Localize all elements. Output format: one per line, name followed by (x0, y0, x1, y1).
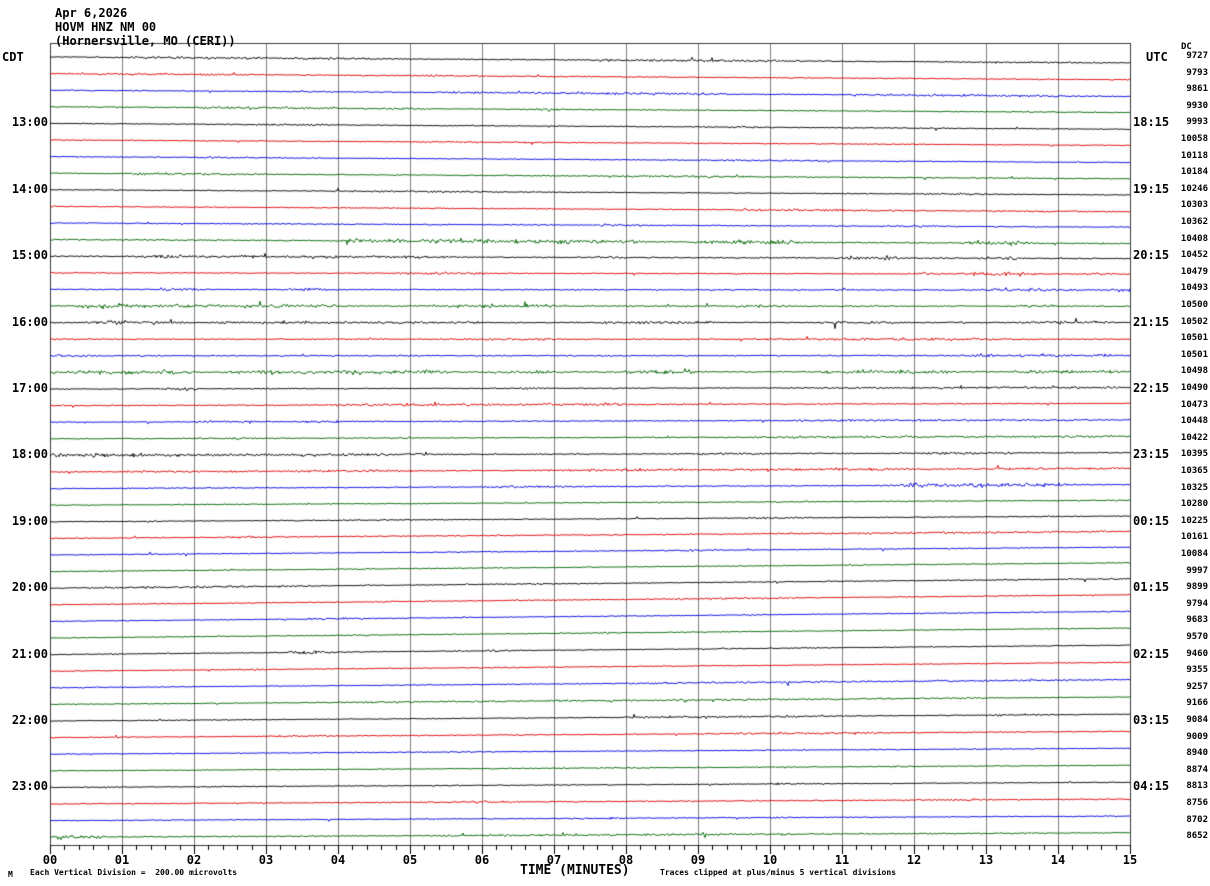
x-axis-tick-label: 08 (618, 853, 634, 867)
dc-column-label: DC (1181, 42, 1192, 52)
utc-time-label: 01:15 (1133, 580, 1170, 594)
x-axis-tick-label: 01 (114, 853, 130, 867)
x-axis-tick-label: 07 (546, 853, 562, 867)
dc-value: 9930 (1186, 101, 1208, 111)
utc-time-label: 03:15 (1133, 713, 1170, 727)
scale-note: Each Vertical Division = 200.00 microvol… (30, 868, 238, 877)
dc-value: 10500 (1180, 300, 1208, 310)
cdt-time-label: 19:00 (11, 514, 48, 528)
right-timezone-label: UTC (1146, 50, 1168, 64)
clip-note: Traces clipped at plus/minus 5 vertical … (660, 868, 897, 877)
x-axis-tick-label: 04 (330, 853, 346, 867)
utc-time-label: 20:15 (1133, 248, 1170, 262)
dc-value: 8652 (1186, 831, 1208, 841)
header-location: (Hornersville, MO (CERI)) (55, 34, 236, 48)
dc-value: 10184 (1180, 167, 1208, 177)
dc-value: 9009 (1186, 732, 1208, 742)
dc-value: 9570 (1186, 632, 1208, 642)
dc-value: 10280 (1180, 499, 1208, 509)
utc-time-label: 21:15 (1133, 315, 1170, 329)
dc-value: 9993 (1186, 117, 1208, 127)
dc-value: 10408 (1180, 234, 1208, 244)
dc-value: 10161 (1180, 532, 1208, 542)
dc-value: 9899 (1186, 582, 1208, 592)
dc-value: 10395 (1180, 449, 1208, 459)
x-axis-tick-label: 10 (762, 853, 778, 867)
dc-value: 10473 (1180, 400, 1208, 410)
dc-value: 10246 (1180, 184, 1208, 194)
dc-value: 10058 (1180, 134, 1208, 144)
cdt-time-label: 14:00 (11, 182, 48, 196)
cdt-time-label: 13:00 (11, 115, 48, 129)
dc-value: 10452 (1180, 250, 1208, 260)
dc-value: 10225 (1180, 516, 1208, 526)
dc-value: 8813 (1186, 781, 1208, 791)
cdt-time-label: 23:00 (11, 779, 48, 793)
left-timezone-label: CDT (2, 50, 24, 64)
utc-time-label: 04:15 (1133, 779, 1170, 793)
watermark-glyph: M (8, 870, 13, 879)
dc-value: 10303 (1180, 200, 1208, 210)
cdt-time-label: 22:00 (11, 713, 48, 727)
dc-value: 10501 (1180, 350, 1208, 360)
dc-value: 10365 (1180, 466, 1208, 476)
dc-value: 10479 (1180, 267, 1208, 277)
x-axis-tick-label: 06 (474, 853, 490, 867)
dc-value: 10118 (1180, 151, 1208, 161)
cdt-time-label: 18:00 (11, 447, 48, 461)
dc-value: 10325 (1180, 483, 1208, 493)
x-axis-tick-label: 00 (42, 853, 58, 867)
dc-value: 8940 (1186, 748, 1208, 758)
cdt-time-label: 21:00 (11, 647, 48, 661)
dc-value: 9793 (1186, 68, 1208, 78)
header-station: HOVM HNZ NM 00 (55, 20, 157, 34)
dc-value: 9727 (1186, 51, 1208, 61)
x-axis-tick-label: 02 (186, 853, 202, 867)
cdt-time-label: 15:00 (11, 248, 48, 262)
dc-value: 9166 (1186, 698, 1208, 708)
dc-value: 8874 (1186, 765, 1208, 775)
cdt-time-label: 20:00 (11, 580, 48, 594)
dc-value: 9794 (1186, 599, 1208, 609)
dc-value: 8756 (1186, 798, 1208, 808)
dc-value: 10490 (1180, 383, 1208, 393)
dc-value: 10362 (1180, 217, 1208, 227)
dc-value: 9460 (1186, 649, 1208, 659)
x-axis-tick-label: 03 (258, 853, 274, 867)
x-axis-tick-label: 14 (1050, 853, 1066, 867)
dc-value: 9355 (1186, 665, 1208, 675)
dc-value: 9997 (1186, 566, 1208, 576)
utc-time-label: 23:15 (1133, 447, 1170, 461)
x-axis-tick-label: 11 (834, 853, 850, 867)
utc-time-label: 00:15 (1133, 514, 1170, 528)
utc-time-label: 18:15 (1133, 115, 1170, 129)
dc-value: 10084 (1180, 549, 1208, 559)
dc-value: 10448 (1180, 416, 1208, 426)
dc-value: 10501 (1180, 333, 1208, 343)
x-axis-tick-label: 15 (1122, 853, 1138, 867)
cdt-time-label: 17:00 (11, 381, 48, 395)
dc-value: 9084 (1186, 715, 1208, 725)
dc-value: 10498 (1180, 366, 1208, 376)
cdt-time-label: 16:00 (11, 315, 48, 329)
dc-value: 10502 (1180, 317, 1208, 327)
dc-value: 9861 (1186, 84, 1208, 94)
dc-value: 10422 (1180, 433, 1208, 443)
x-axis-tick-label: 12 (906, 853, 922, 867)
dc-value: 8702 (1186, 815, 1208, 825)
utc-time-label: 02:15 (1133, 647, 1170, 661)
utc-time-label: 19:15 (1133, 182, 1170, 196)
x-axis-tick-label: 09 (690, 853, 706, 867)
x-axis-tick-label: 05 (402, 853, 418, 867)
utc-time-label: 22:15 (1133, 381, 1170, 395)
x-axis-tick-label: 13 (978, 853, 994, 867)
dc-value: 9683 (1186, 615, 1208, 625)
dc-value: 10493 (1180, 283, 1208, 293)
x-axis-title: TIME (MINUTES) (520, 863, 630, 878)
dc-value: 9257 (1186, 682, 1208, 692)
header-date: Apr 6,2026 (55, 6, 128, 20)
